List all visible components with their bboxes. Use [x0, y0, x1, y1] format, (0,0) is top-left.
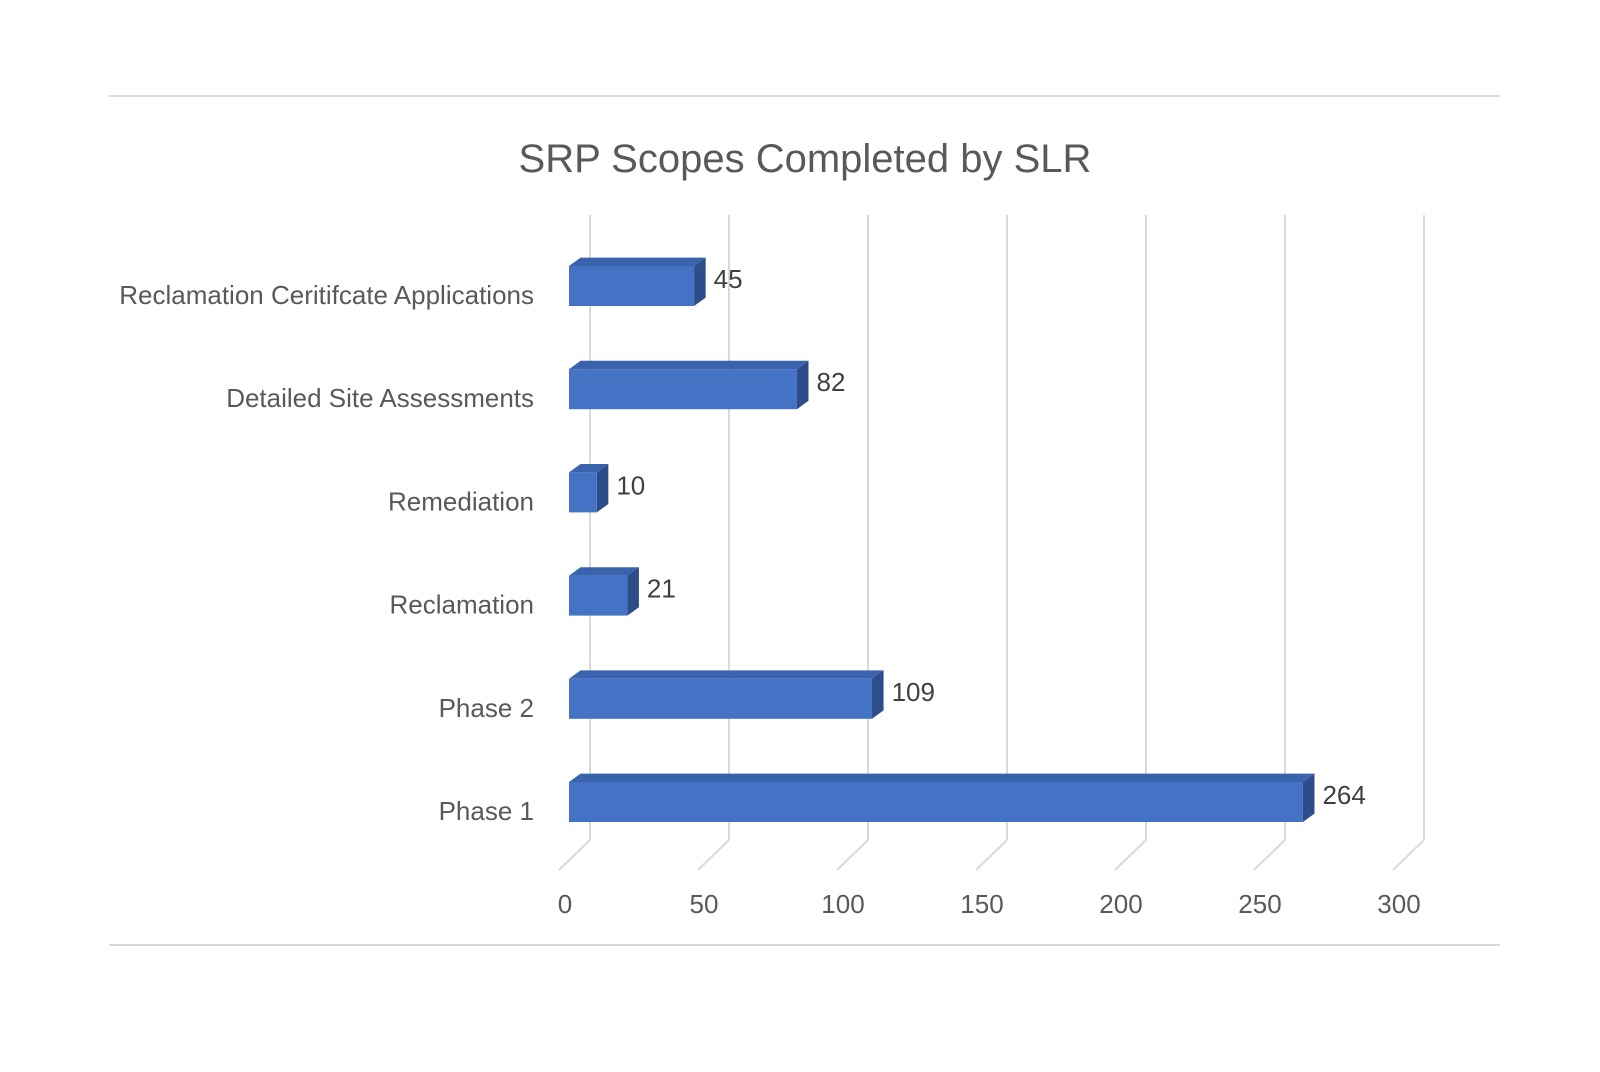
x-tick-label: 100 — [821, 889, 864, 919]
data-label: 45 — [714, 264, 743, 294]
bar — [569, 575, 628, 616]
bar — [569, 266, 695, 306]
category-label: Phase 2 — [439, 693, 534, 723]
bar-side-face — [796, 360, 809, 410]
bar — [569, 472, 597, 513]
bar-side-face — [694, 257, 706, 306]
gridlines — [558, 215, 1425, 871]
x-tick-label: 250 — [1238, 889, 1281, 919]
data-label: 82 — [817, 367, 846, 397]
x-tick-label: 50 — [690, 889, 719, 919]
x-tick-label: 300 — [1377, 889, 1420, 919]
bar-side-face — [872, 670, 884, 719]
bar-group — [569, 773, 1315, 822]
category-label: Reclamation Ceritifcate Applications — [119, 280, 534, 310]
floor-gridline — [836, 839, 869, 871]
category-label: Phase 1 — [439, 796, 534, 826]
bar-top-face — [569, 464, 609, 473]
bars — [569, 257, 1315, 822]
bar-side-face — [627, 567, 639, 616]
floor-gridline — [1253, 839, 1286, 871]
data-label: 10 — [616, 470, 645, 500]
bar — [569, 678, 873, 719]
data-labels: 45 82 10 21 109 264 — [616, 264, 1366, 810]
bar-group — [569, 257, 706, 306]
x-tick-label: 200 — [1099, 889, 1142, 919]
bar-group — [569, 567, 639, 616]
bar — [569, 782, 1303, 822]
bar-group — [569, 360, 809, 410]
floor-gridline — [558, 839, 591, 871]
bar — [569, 369, 797, 410]
floor-gridline — [975, 839, 1008, 871]
data-label: 109 — [892, 677, 935, 707]
bar-top-face — [569, 257, 706, 266]
category-labels: Reclamation Ceritifcate Applications Deta… — [119, 280, 534, 826]
category-label: Remediation — [388, 486, 534, 516]
bar-top-face — [569, 773, 1315, 782]
bar-top-face — [569, 567, 639, 576]
floor-gridline — [1392, 839, 1425, 871]
x-axis-tick-labels: 0 50 100 150 200 250 300 — [558, 889, 1421, 919]
data-label: 21 — [647, 574, 676, 604]
floor-gridline — [1114, 839, 1147, 871]
data-label: 264 — [1322, 780, 1365, 810]
category-label: Detailed Site Assessments — [226, 383, 534, 413]
category-label: Reclamation — [389, 590, 534, 620]
bar-group — [569, 670, 884, 719]
bar-top-face — [569, 360, 809, 370]
bar-side-face — [1302, 773, 1315, 822]
bar-group — [569, 464, 609, 513]
bar-top-face — [569, 670, 884, 679]
x-tick-label: 150 — [960, 889, 1003, 919]
chart-title: SRP Scopes Completed by SLR — [519, 137, 1092, 181]
floor-gridline — [697, 839, 730, 871]
bar-side-face — [596, 464, 609, 513]
x-tick-label: 0 — [558, 889, 572, 919]
